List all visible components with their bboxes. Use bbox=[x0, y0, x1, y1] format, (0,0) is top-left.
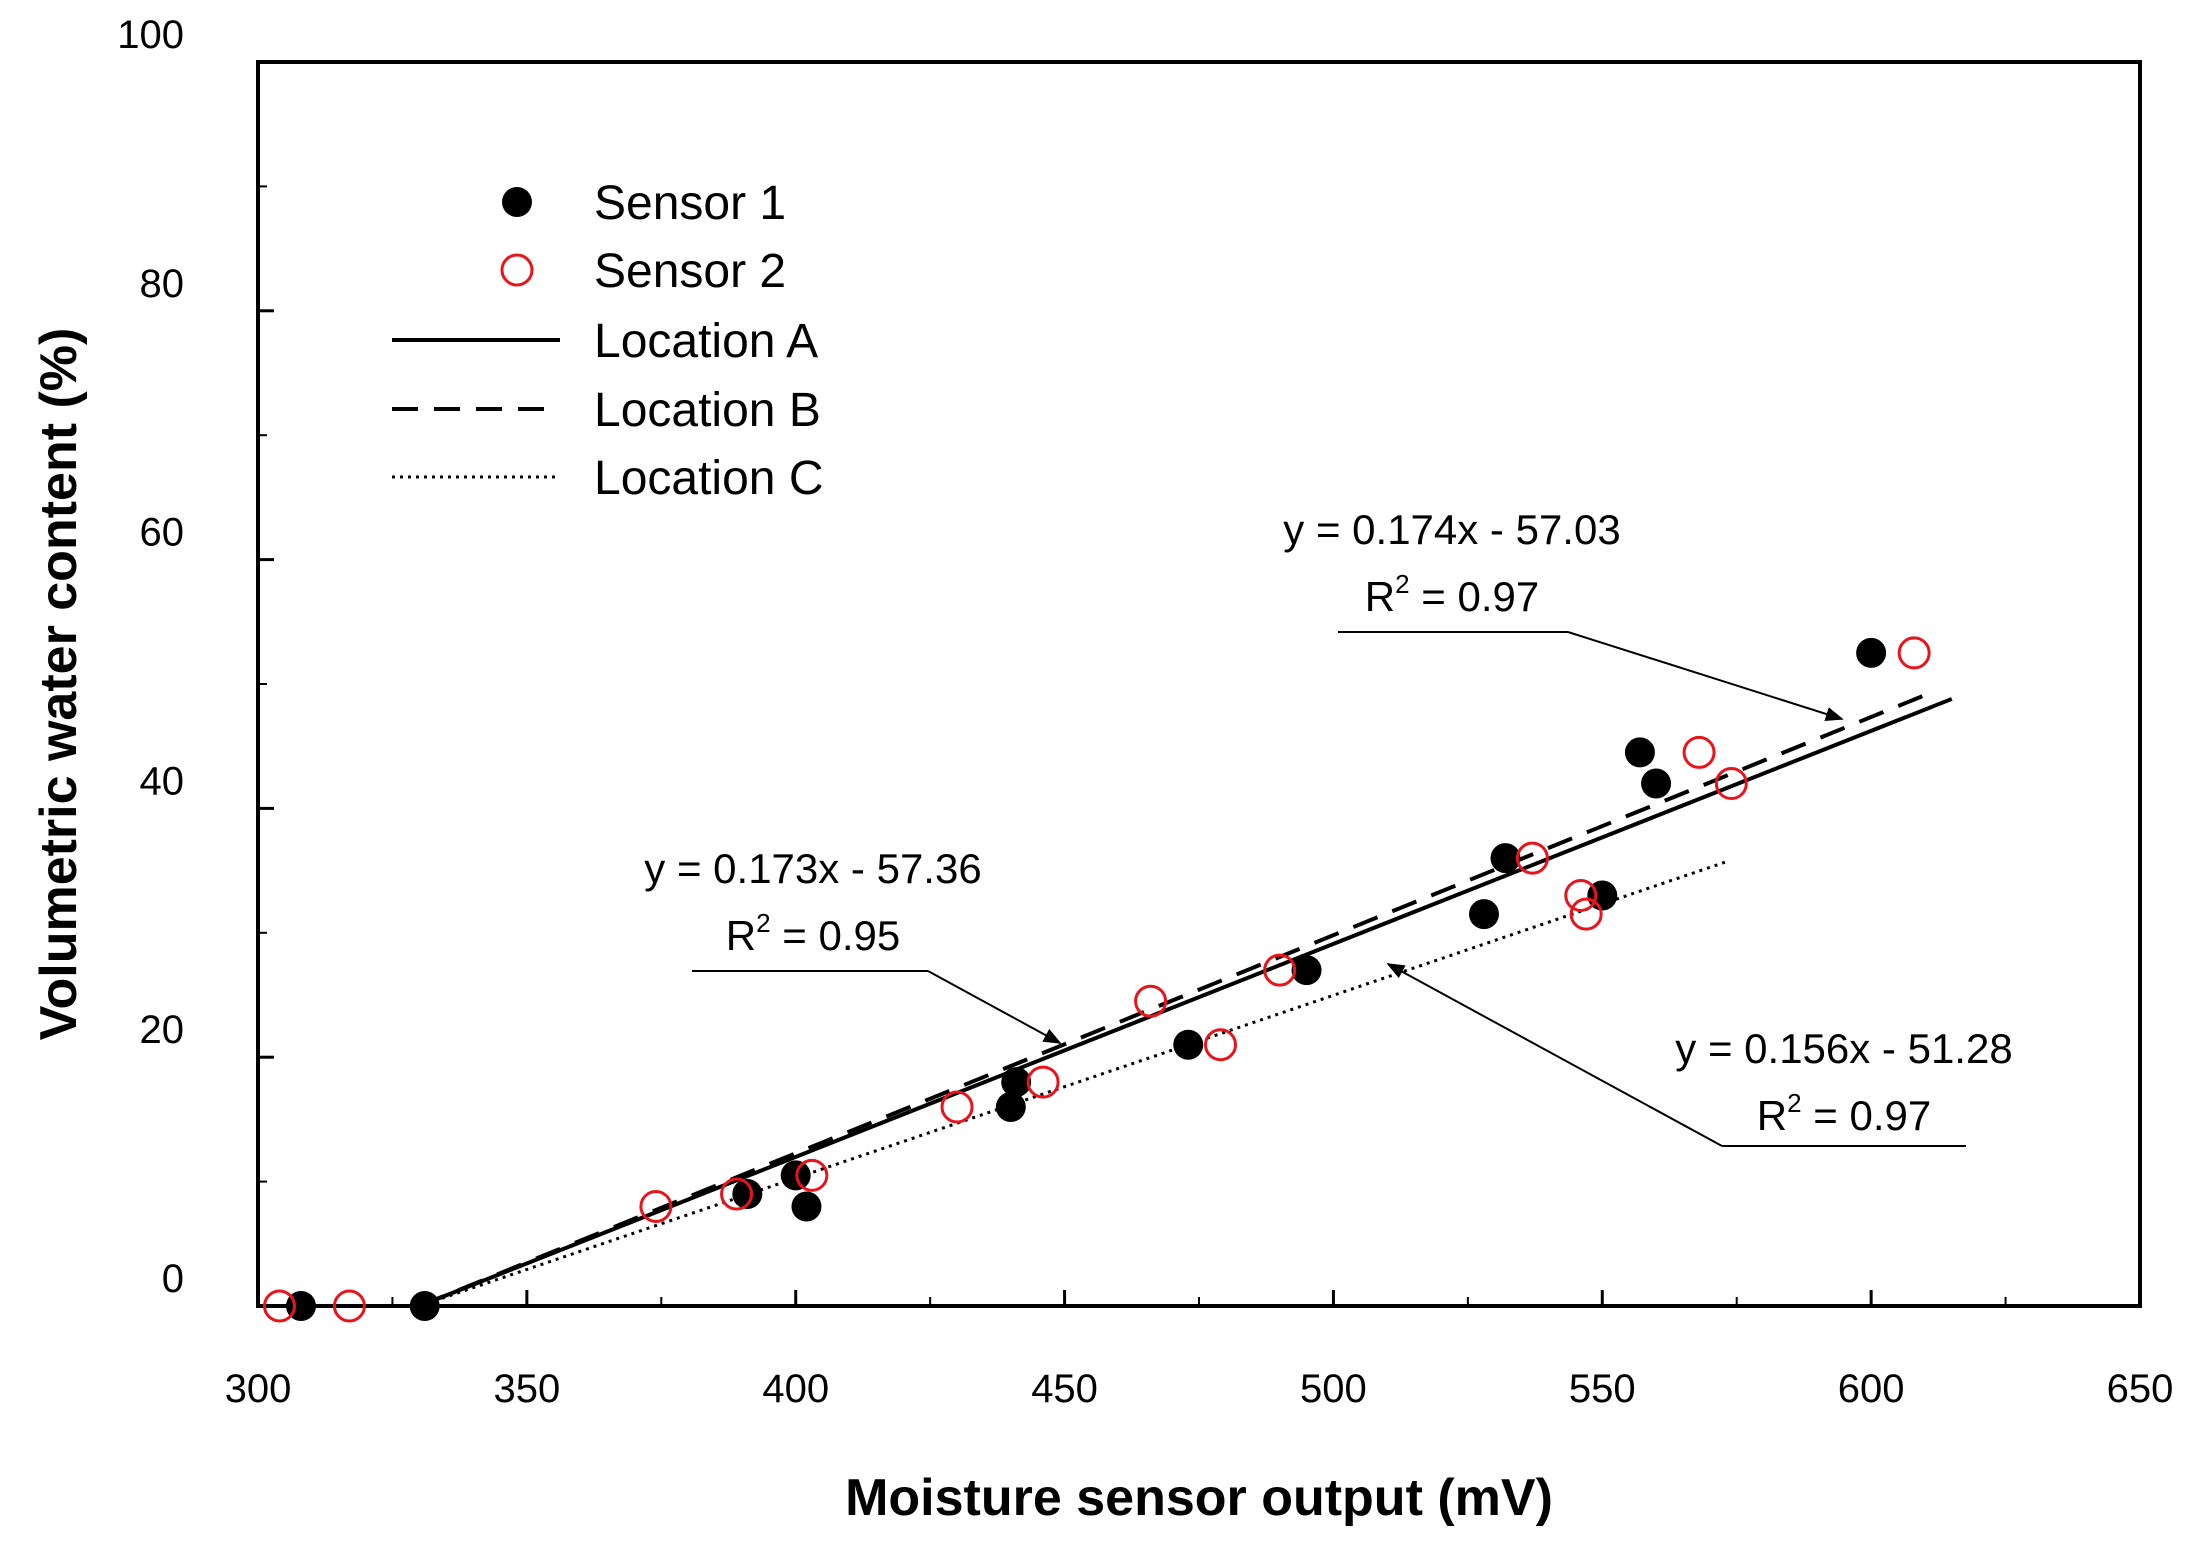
y-tick-label: 0 bbox=[162, 1257, 184, 1301]
line-location-c bbox=[418, 860, 1727, 1306]
x-axis: 300 350 400 450 500 550 600 650 bbox=[225, 1290, 2174, 1411]
point-sensor-2 bbox=[639, 1189, 673, 1223]
annotation-location-c: y = 0.156x - 51.28 R2 = 0.97 bbox=[1386, 963, 2013, 1147]
x-tick-label: 500 bbox=[1300, 1367, 1367, 1411]
point-sensor-1 bbox=[1624, 737, 1655, 768]
line-location-a bbox=[418, 697, 1953, 1306]
annotation-location-c-equation: y = 0.156x - 51.28 bbox=[1675, 1025, 2012, 1072]
point-sensor-2 bbox=[1564, 878, 1598, 912]
point-sensor-2 bbox=[263, 1289, 297, 1323]
point-sensor-1 bbox=[1641, 768, 1672, 799]
legend-label-sensor-2: Sensor 2 bbox=[594, 245, 786, 298]
point-sensor-2 bbox=[1515, 841, 1549, 875]
point-sensor-1 bbox=[995, 1091, 1026, 1122]
x-tick-label: 650 bbox=[2107, 1367, 2174, 1411]
y-tick-label: 60 bbox=[140, 511, 185, 555]
annotation-location-b-arrow bbox=[1567, 631, 1844, 721]
annotation-location-b: y = 0.174x - 57.03 R2 = 0.97 bbox=[1283, 506, 1844, 721]
regression-lines bbox=[418, 693, 1953, 1306]
annotation-location-c-r2: R2 = 0.97 bbox=[1757, 1088, 1931, 1139]
data-points bbox=[263, 636, 1931, 1323]
legend-label-sensor-1: Sensor 1 bbox=[594, 177, 786, 230]
point-sensor-2 bbox=[1204, 1028, 1238, 1062]
annotation-location-b-r2: R2 = 0.97 bbox=[1365, 569, 1539, 620]
point-sensor-1 bbox=[1490, 843, 1521, 874]
legend-label-location-b: Location B bbox=[594, 384, 821, 437]
x-axis-title: Moisture sensor output (mV) bbox=[845, 1469, 1553, 1527]
x-tick-label: 600 bbox=[1838, 1367, 1905, 1411]
point-sensor-2 bbox=[720, 1177, 754, 1211]
legend-marker-sensor-2 bbox=[500, 253, 534, 287]
annotation-location-b-equation: y = 0.174x - 57.03 bbox=[1283, 506, 1620, 553]
annotation-location-a-equation: y = 0.173x - 57.36 bbox=[644, 845, 981, 892]
annotation-location-c-arrow bbox=[1386, 963, 1723, 1147]
annotation-location-a-arrow bbox=[927, 970, 1062, 1044]
legend-marker-sensor-1 bbox=[502, 187, 532, 217]
point-sensor-1 bbox=[1173, 1029, 1204, 1060]
point-sensor-2 bbox=[1569, 897, 1603, 931]
y-tick-label: 80 bbox=[140, 262, 185, 306]
point-sensor-1 bbox=[1468, 899, 1499, 930]
x-tick-label: 300 bbox=[225, 1367, 292, 1411]
point-sensor-2 bbox=[1682, 735, 1716, 769]
annotation-location-a-r2: R2 = 0.95 bbox=[726, 908, 900, 959]
point-sensor-2 bbox=[795, 1158, 829, 1192]
x-tick-label: 350 bbox=[493, 1367, 560, 1411]
y-axis: 0 20 40 60 80 100 bbox=[117, 13, 274, 1308]
legend-label-location-c: Location C bbox=[594, 452, 823, 505]
point-sensor-1 bbox=[732, 1179, 763, 1210]
x-tick-label: 550 bbox=[1569, 1367, 1636, 1411]
point-sensor-1 bbox=[409, 1291, 440, 1321]
point-sensor-2 bbox=[1026, 1065, 1060, 1099]
point-sensor-2 bbox=[1134, 984, 1168, 1018]
y-tick-label: 100 bbox=[117, 13, 184, 57]
y-tick-label: 20 bbox=[140, 1008, 185, 1052]
point-sensor-2 bbox=[1263, 953, 1297, 987]
point-sensor-1 bbox=[1001, 1067, 1032, 1098]
point-sensor-2 bbox=[1897, 636, 1931, 670]
point-sensor-1 bbox=[1856, 637, 1887, 668]
x-tick-label: 400 bbox=[762, 1367, 829, 1411]
point-sensor-2 bbox=[1714, 767, 1748, 801]
annotation-location-a: y = 0.173x - 57.36 R2 = 0.95 bbox=[644, 845, 1062, 1044]
point-sensor-1 bbox=[791, 1191, 822, 1222]
y-axis-title: Volumetric water content (%) bbox=[30, 328, 88, 1041]
line-location-b bbox=[418, 693, 1926, 1306]
point-sensor-2 bbox=[332, 1289, 366, 1323]
point-sensor-2 bbox=[940, 1090, 974, 1124]
point-sensor-1 bbox=[1291, 955, 1322, 986]
y-tick-label: 40 bbox=[140, 759, 185, 803]
legend: Sensor 1 Sensor 2 Location A Location B … bbox=[392, 177, 823, 505]
x-tick-label: 450 bbox=[1031, 1367, 1098, 1411]
legend-label-location-a: Location A bbox=[594, 315, 818, 368]
